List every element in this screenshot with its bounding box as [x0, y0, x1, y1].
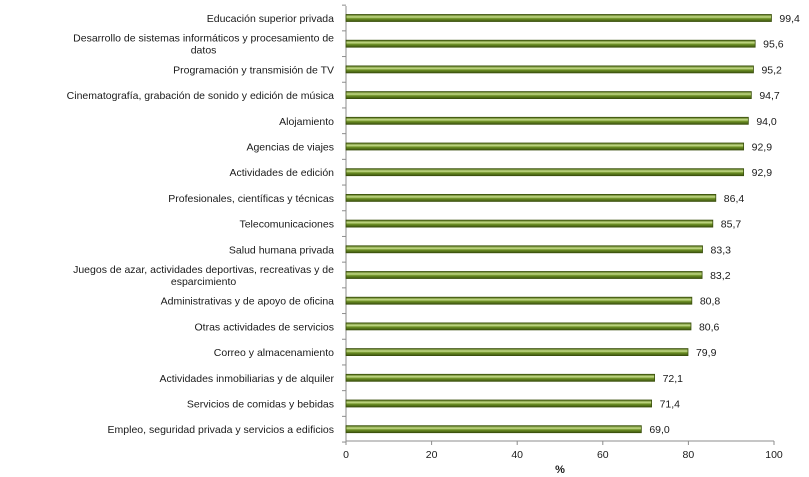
category-label-line: Juegos de azar, actividades deportivas, …: [73, 264, 334, 276]
bar: [345, 271, 703, 279]
x-tick-label: 0: [343, 449, 349, 461]
bar: [345, 14, 772, 22]
bar: [345, 348, 689, 357]
bar: [345, 322, 692, 331]
category-label: Juegos de azar, actividades deportivas, …: [73, 264, 334, 288]
category-label: Cinematografía, grabación de sonido y ed…: [67, 90, 334, 102]
bar: [345, 425, 642, 434]
bar: [345, 142, 745, 151]
bar: [345, 39, 756, 48]
value-label: 95,2: [761, 64, 782, 76]
bar: [345, 65, 754, 74]
bar: [345, 116, 749, 125]
bar: [345, 219, 714, 228]
category-label: Agencias de viajes: [246, 142, 334, 154]
x-tick-label: 40: [511, 449, 523, 461]
category-label: Administrativas y de apoyo de oficina: [161, 296, 335, 308]
value-label: 92,9: [752, 142, 773, 154]
value-label: 83,2: [710, 270, 731, 282]
value-label: 95,6: [763, 39, 784, 51]
x-tick-label: 100: [765, 449, 783, 461]
category-label-line: Desarrollo de sistemas informáticos y pr…: [73, 33, 334, 45]
category-label: Programación y transmisión de TV: [173, 64, 334, 76]
value-label: 72,1: [663, 373, 684, 385]
value-label: 80,6: [699, 321, 720, 333]
category-label: Otras actividades de servicios: [195, 321, 334, 333]
value-label: 99,4: [779, 13, 800, 25]
value-label: 92,9: [752, 167, 773, 179]
category-label: Actividades inmobiliarias y de alquiler: [159, 373, 334, 385]
value-label: 71,4: [660, 399, 681, 411]
value-label: 85,7: [721, 219, 742, 231]
category-label-line: datos: [191, 45, 217, 57]
value-label: 94,0: [756, 116, 777, 128]
category-label: Alojamiento: [279, 116, 334, 128]
bar: [345, 193, 717, 202]
category-label: Salud humana privada: [229, 244, 334, 256]
x-tick-label: 80: [683, 449, 695, 461]
bar: [345, 91, 752, 99]
category-label: Profesionales, científicas y técnicas: [168, 193, 334, 205]
category-label: Correo y almacenamiento: [214, 347, 334, 359]
bar: [345, 245, 703, 254]
category-label: Actividades de edición: [230, 167, 335, 179]
category-label-line: esparcimiento: [171, 276, 237, 288]
bar: [345, 399, 652, 408]
value-label: 83,3: [711, 244, 732, 256]
category-label: Desarrollo de sistemas informáticos y pr…: [73, 33, 334, 57]
category-label: Educación superior privada: [207, 13, 334, 25]
bar: [345, 168, 745, 177]
value-label: 86,4: [724, 193, 745, 205]
bar: [345, 296, 693, 305]
bar: [345, 373, 655, 382]
value-label: 79,9: [696, 347, 717, 359]
x-tick-label: 20: [426, 449, 438, 461]
category-label: Servicios de comidas y bebidas: [187, 399, 334, 411]
category-label: Telecomunicaciones: [239, 219, 334, 231]
x-tick-label: 60: [597, 449, 609, 461]
value-label: 94,7: [759, 90, 780, 102]
value-label: 80,8: [700, 296, 721, 308]
category-label: Empleo, seguridad privada y servicios a …: [108, 424, 334, 436]
value-label: 69,0: [649, 424, 670, 436]
x-axis-title: %: [555, 464, 565, 476]
